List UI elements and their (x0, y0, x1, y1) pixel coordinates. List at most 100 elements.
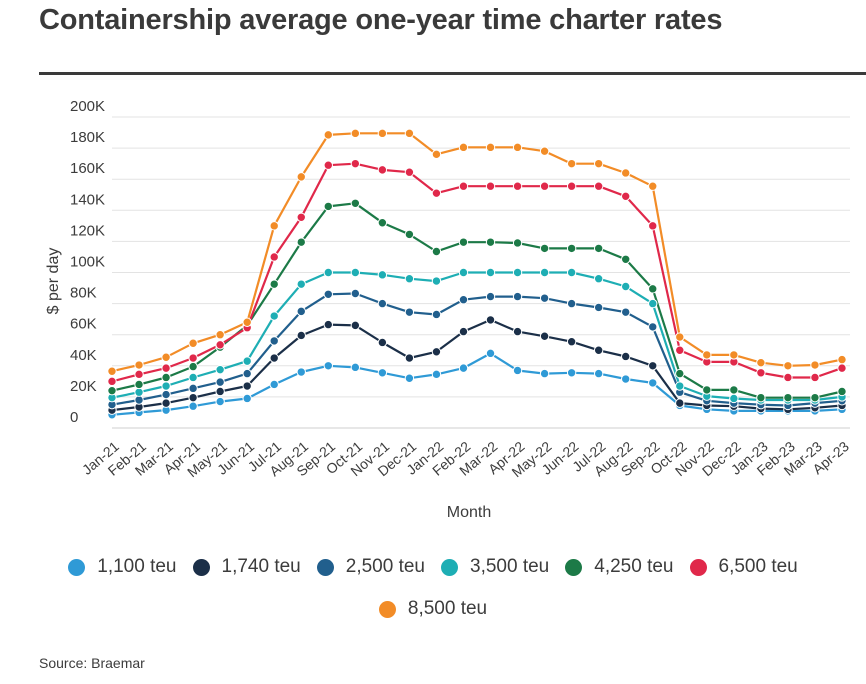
data-point (188, 361, 198, 372)
data-point (134, 387, 144, 397)
data-point (593, 274, 604, 284)
data-point (648, 181, 658, 191)
data-point (134, 395, 144, 405)
data-point (296, 279, 306, 289)
data-point (512, 365, 523, 376)
y-tick-label: 0 (70, 409, 78, 426)
data-point (756, 368, 766, 378)
series-line (111, 132, 843, 373)
data-point (269, 311, 279, 321)
data-point (377, 298, 388, 309)
data-point (621, 374, 631, 384)
data-point (269, 279, 279, 289)
data-point (621, 254, 631, 264)
data-point (269, 336, 279, 346)
data-point (215, 386, 225, 397)
data-point (323, 130, 333, 140)
y-tick-label: 20K (70, 378, 97, 395)
legend-item: 1,100 teu (68, 556, 177, 578)
legend-swatch (316, 558, 334, 576)
data-point (323, 319, 333, 330)
legend-label: 1,740 teu (221, 556, 301, 577)
data-point (810, 392, 820, 403)
data-point (242, 356, 252, 366)
data-point (350, 267, 361, 278)
data-point (485, 142, 496, 153)
data-point (404, 373, 415, 383)
data-point (161, 381, 171, 391)
data-point (188, 353, 198, 363)
data-point (458, 237, 469, 247)
data-point (566, 181, 577, 191)
legend-swatch (689, 558, 707, 576)
data-point (161, 398, 171, 408)
data-point (593, 345, 604, 355)
data-point (188, 338, 198, 348)
data-point (323, 160, 333, 170)
legend-swatch (378, 600, 396, 618)
y-tick-label: 120K (70, 222, 105, 239)
series-line (111, 271, 843, 402)
data-point (377, 128, 388, 139)
legend-label: 2,500 teu (345, 556, 425, 577)
data-point (215, 340, 225, 350)
data-point (729, 350, 739, 360)
x-axis-label: Month (447, 504, 491, 521)
data-point (675, 345, 685, 355)
data-point (675, 398, 685, 408)
data-point (188, 401, 198, 411)
data-point (323, 289, 333, 299)
y-tick-label: 180K (70, 129, 105, 146)
data-point (621, 281, 631, 292)
data-point (512, 142, 523, 153)
data-point (648, 378, 658, 388)
data-point (134, 369, 144, 380)
data-point (783, 392, 793, 403)
data-point (648, 221, 658, 231)
data-point (539, 267, 550, 278)
y-tick-label: 100K (70, 254, 105, 271)
data-point (404, 307, 415, 317)
data-point (539, 146, 550, 156)
data-point (323, 201, 333, 212)
title-divider (39, 72, 866, 75)
data-point (161, 389, 171, 400)
y-tick-label: 60K (70, 316, 97, 333)
data-point (377, 368, 388, 378)
data-point (539, 368, 550, 379)
data-point (296, 306, 306, 317)
data-point (702, 385, 712, 395)
data-point (350, 320, 361, 331)
legend-item: 2,500 teu (316, 556, 425, 578)
data-point (215, 396, 225, 407)
data-point (296, 367, 306, 377)
data-point (837, 363, 847, 373)
data-point (566, 336, 577, 347)
data-point (512, 181, 523, 191)
data-point (431, 309, 442, 320)
data-point (621, 168, 631, 178)
data-point (810, 360, 820, 370)
data-point (675, 381, 685, 391)
data-point (350, 198, 361, 209)
legend-swatch (192, 558, 210, 576)
data-point (296, 212, 306, 222)
data-point (431, 347, 442, 357)
legend-label: 1,100 teu (97, 556, 177, 577)
data-point (242, 317, 252, 327)
data-point (566, 298, 577, 309)
data-point (269, 252, 279, 262)
data-point (188, 392, 198, 403)
series-line (111, 352, 843, 416)
data-point (485, 291, 496, 302)
data-point (107, 366, 117, 376)
data-point (188, 383, 198, 394)
data-point (783, 361, 793, 371)
data-point (134, 379, 144, 390)
series-line (111, 292, 843, 407)
data-point (296, 172, 306, 182)
data-point (215, 377, 225, 387)
data-point (350, 362, 361, 373)
chart-legend: 1,100 teu 1,740 teu 2,500 teu 3,500 teu 4,25… (0, 552, 866, 636)
data-point (404, 274, 415, 284)
